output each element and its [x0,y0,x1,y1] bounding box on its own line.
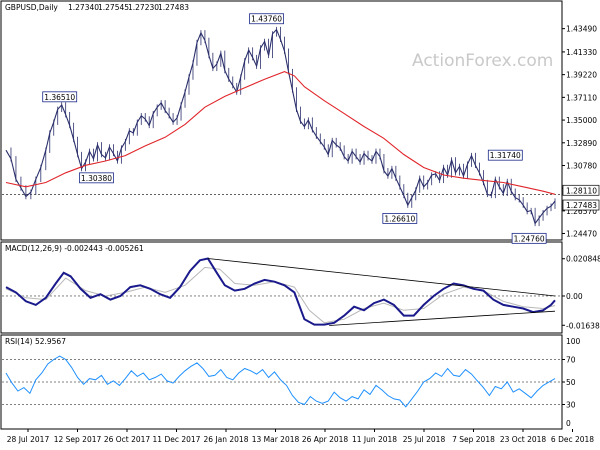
rsi-y-label: 0 [566,419,571,428]
price-low: 1.27230 [128,3,159,12]
price-annotation-box [42,91,78,103]
x-tick-label: 6 Dec 2018 [551,435,594,444]
rsi-title: RSI(14) 52.9567 [5,337,66,346]
price-y-label: 1.30780 [566,162,597,171]
price-title: GBPUSD,Daily [5,3,58,12]
price-close: 1.27483 [158,3,189,12]
price-annotation-label: 1.24760 [514,234,545,243]
price-annotation-label: 1.31740 [490,151,521,160]
price-annotation-box [511,232,547,244]
price-y-label: 1.24470 [566,229,597,238]
price-annotation-label: 1.30380 [81,174,112,183]
moving-average-line [5,71,556,195]
watermark: ActionForex.com [412,51,553,71]
rsi-y-label: 50 [566,378,576,387]
price-y-label: 1.37110 [566,93,597,102]
macd-trend-line [329,310,556,326]
x-tick-label: 25 Jul 2018 [403,435,446,444]
price-box [562,184,600,196]
price-y-label: 1.32890 [566,139,597,148]
price-box [562,199,600,211]
macd-y-label: 0.00 [566,292,583,301]
macd-trend-line [207,258,556,297]
macd-y-label: 0.020848 [566,255,600,264]
macd-title: MACD(12,26,9) -0.002443 -0.005261 [5,244,144,253]
x-tick-label: 13 Mar 2018 [252,435,300,444]
price-panel [0,0,563,241]
price-annotation-label: 1.43760 [251,15,282,24]
macd-y-label: -0.016389 [566,321,600,330]
price-y-label: 1.43490 [566,25,597,34]
price-annotation-label: 1.26610 [384,214,415,223]
macd-line [5,257,556,326]
x-tick-label: 28 Jul 2017 [7,435,50,444]
x-tick-label: 26 Apr 2018 [302,435,349,444]
rsi-y-label: 70 [566,356,576,365]
x-tick-label: 7 Sep 2018 [452,435,495,444]
rsi-y-label: 30 [566,401,576,410]
price-layer: 1.43760 1.36510 1.30380 1.26610 1.31740 1.247… [2,13,561,244]
price-annotation-box [487,149,523,161]
axis-layer: 1.43490 1.41330 1.39220 1.37110 1.35000 1.328… [7,25,600,444]
macd-layer [2,257,561,326]
price-box-label: 1.28110 [566,186,597,195]
price-annotation-box [249,13,284,25]
price-open: 1.27340 [68,3,99,12]
price-y-label: 1.35000 [566,116,597,125]
x-tick-label: 11 Dec 2017 [153,435,201,444]
price-y-label: 1.41330 [566,48,597,57]
price-annotation-box [79,172,114,184]
rsi-layer [2,355,561,408]
x-tick-label: 23 Oct 2018 [500,435,547,444]
price-annotation-box [382,213,418,224]
x-tick-label: 11 Jun 2018 [352,435,397,444]
rsi-y-label: 100 [566,337,581,346]
x-tick-label: 26 Jan 2018 [204,435,249,444]
price-annotation-label: 1.36510 [44,93,75,102]
price-box-label: 1.27483 [566,201,597,210]
rsi-line [5,355,556,408]
price-high: 1.27545 [98,3,129,12]
price-y-label: 1.26570 [566,207,597,216]
x-tick-label: 12 Sep 2017 [54,435,102,444]
price-y-label: 1.39220 [566,71,597,80]
x-tick-label: 26 Oct 2017 [104,435,151,444]
